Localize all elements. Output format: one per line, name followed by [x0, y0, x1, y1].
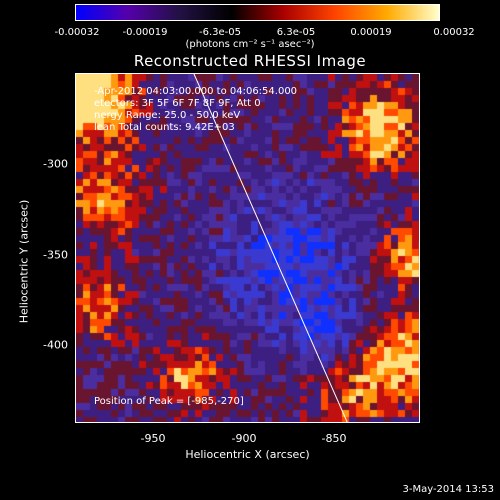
- colorbar-tick: -0.00032: [54, 27, 100, 38]
- energy-range-text: nergy Range: 25.0 - 50.0 keV: [94, 110, 241, 121]
- colorbar-units: (photons cm⁻² s⁻¹ asec⁻²): [185, 39, 315, 50]
- peak-position-text: Position of Peak = [-985,-270]: [94, 396, 244, 407]
- x-axis-label: Heliocentric X (arcsec): [185, 448, 310, 461]
- colorbar: [75, 4, 440, 21]
- limb-overlay: [193, 74, 348, 422]
- heatmap-image: [76, 74, 419, 422]
- time-range-text: -Apr-2012 04:03:00.000 to 04:06:54.000: [94, 86, 298, 97]
- colorbar-tick: -0.00019: [122, 27, 168, 38]
- clean-counts-text: lean Total counts: 9.42E+03: [94, 122, 235, 133]
- y-tick-label: -400: [43, 338, 68, 352]
- plot-title: Reconstructed RHESSI Image: [133, 52, 367, 70]
- timestamp: 3-May-2014 13:53: [402, 484, 494, 495]
- y-tick-label: -300: [43, 157, 68, 171]
- solar-limb-line: [193, 74, 348, 422]
- y-tick-label: -350: [43, 248, 68, 262]
- detectors-text: etectors: 3F 5F 6F 7F 8F 9F, Att 0: [94, 98, 261, 109]
- x-tick-label: -900: [231, 432, 257, 445]
- colorbar-tick: -6.3e-05: [199, 27, 241, 38]
- x-tick-label: -850: [321, 432, 347, 445]
- x-tick-label: -950: [140, 432, 166, 445]
- y-axis-label: Heliocentric Y (arcsec): [17, 199, 31, 324]
- colorbar-tick: 6.3e-05: [276, 27, 316, 38]
- image-plot-area: -Apr-2012 04:03:00.000 to 04:06:54.000 e…: [75, 73, 420, 423]
- colorbar-tick: 0.00032: [433, 27, 475, 38]
- colorbar-tick: 0.00019: [350, 27, 392, 38]
